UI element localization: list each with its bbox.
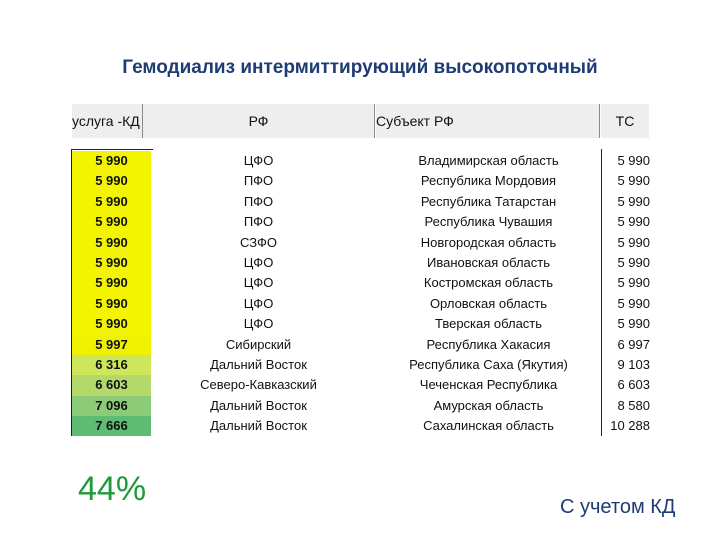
district-cell: ЦФО — [243, 275, 274, 291]
ts-cell: 5 990 — [617, 153, 650, 168]
ts-cell: 9 103 — [617, 356, 650, 372]
kd-cell: 5 990 — [72, 171, 151, 192]
kd-cell: 5 990 — [72, 314, 151, 335]
kd-cell: 5 990 — [72, 232, 151, 253]
table-row: 5 990 ЦФО Тверская область 5 990 — [72, 314, 652, 335]
header-subject-rf: Субъект РФ — [376, 104, 599, 138]
kd-cell: 5 997 — [72, 334, 151, 355]
ts-cell: 5 990 — [617, 316, 650, 332]
table-row: 7 096 Дальний Восток Амурская область 8 580 — [72, 395, 652, 417]
region-cell: Костромская область — [423, 275, 554, 291]
table-row: 5 990 СЗФО Новгородская область 5 990 — [72, 232, 652, 253]
ts-cell: 8 580 — [617, 397, 650, 413]
region-cell: Республика Саха (Якутия) — [409, 356, 568, 372]
table-top-border — [71, 149, 153, 150]
region-cell: Ивановская область — [427, 254, 550, 270]
region-cell: Владимирская область — [418, 153, 559, 168]
kd-cell: 7 666 — [72, 416, 151, 437]
district-cell: ПФО — [243, 214, 274, 230]
region-cell: Республика Чувашия — [424, 214, 553, 230]
kd-cell: 5 990 — [72, 191, 151, 213]
district-cell: Дальний Восток — [210, 356, 307, 372]
district-cell: ЦФО — [243, 316, 274, 332]
header-rf: РФ — [143, 104, 374, 138]
table-row: 5 990 ПФО Республика Чувашия 5 990 — [72, 212, 652, 233]
kd-cell: 6 316 — [72, 354, 151, 376]
district-cell: Сибирский — [225, 336, 292, 352]
table-row: 6 603 Северо-Кавказский Чеченская Республи… — [72, 375, 652, 396]
header-rf-label: РФ — [248, 113, 269, 129]
ts-cell: 5 990 — [617, 295, 650, 311]
kd-cell: 5 990 — [72, 252, 151, 274]
header-separator — [599, 104, 600, 138]
header-ts-label: ТС — [615, 113, 635, 129]
ts-cell: 5 990 — [617, 275, 650, 291]
district-cell: ЦФО — [243, 295, 274, 311]
region-cell: Республика Мордовия — [420, 173, 557, 189]
header-service-kd: услуга -КД — [72, 104, 142, 138]
kd-cell: 5 990 — [72, 151, 151, 172]
header-service-kd-label: услуга -КД — [72, 113, 140, 129]
header-separator — [142, 104, 143, 138]
ts-cell: 5 990 — [617, 173, 650, 189]
kd-cell: 5 990 — [72, 273, 151, 294]
kd-cell: 6 603 — [72, 375, 151, 396]
ts-cell: 10 288 — [610, 418, 650, 434]
region-cell: Республика Татарстан — [420, 193, 557, 209]
table-left-border — [71, 149, 72, 436]
kd-cell: 5 990 — [72, 293, 151, 315]
district-cell: Дальний Восток — [210, 397, 307, 413]
ts-cell: 6 603 — [617, 377, 650, 393]
table-row: 5 990 ПФО Республика Мордовия 5 990 — [72, 171, 652, 192]
table-row: 5 990 ЦФО Орловская область 5 990 — [72, 293, 652, 315]
ts-cell: 5 990 — [617, 234, 650, 250]
percent-figure: 44% — [78, 470, 147, 508]
kd-cell: 5 990 — [72, 212, 151, 233]
district-cell: ПФО — [243, 193, 274, 209]
district-cell: СЗФО — [240, 234, 277, 250]
region-cell: Сахалинская область — [423, 418, 554, 434]
region-cell: Чеченская Республика — [419, 377, 558, 393]
tariff-table: 5 990 ЦФО Владимирская область 5 990 5 990 П… — [72, 151, 652, 437]
district-cell: Дальний Восток — [210, 418, 307, 434]
table-row: 5 990 ЦФО Ивановская область 5 990 — [72, 252, 652, 274]
kd-cell: 7 096 — [72, 395, 151, 417]
table-row: 5 990 ПФО Республика Татарстан 5 990 — [72, 191, 652, 213]
header-separator — [374, 104, 375, 138]
district-cell: ПФО — [243, 173, 274, 189]
region-cell: Орловская область — [429, 295, 548, 311]
table-row: 5 990 ЦФО Владимирская область 5 990 — [72, 151, 652, 172]
district-cell: ЦФО — [243, 153, 274, 168]
ts-cell: 5 990 — [617, 254, 650, 270]
region-cell: Амурская область — [433, 397, 544, 413]
region-cell: Новгородская область — [420, 234, 557, 250]
district-cell: Северо-Кавказский — [200, 377, 317, 393]
ts-cell: 6 997 — [617, 336, 650, 352]
ts-cell: 5 990 — [617, 193, 650, 209]
district-cell: ЦФО — [243, 254, 274, 270]
region-cell: Тверская область — [434, 316, 543, 332]
region-cell: Республика Хакасия — [426, 336, 551, 352]
page-title: Гемодиализ интермиттирующий высокопоточн… — [122, 57, 598, 78]
footnote-text: С учетом КД — [560, 496, 676, 518]
header-subject-rf-label: Субъект РФ — [376, 113, 454, 129]
table-ts-border — [601, 149, 602, 436]
ts-cell: 5 990 — [617, 214, 650, 230]
header-ts: ТС — [601, 104, 649, 138]
table-row: 5 997 Сибирский Республика Хакасия 6 997 — [72, 334, 652, 355]
table-row: 6 316 Дальний Восток Республика Саха (Якут… — [72, 354, 652, 376]
table-row: 5 990 ЦФО Костромская область 5 990 — [72, 273, 652, 294]
table-row: 7 666 Дальний Восток Сахалинская область 10… — [72, 416, 652, 437]
